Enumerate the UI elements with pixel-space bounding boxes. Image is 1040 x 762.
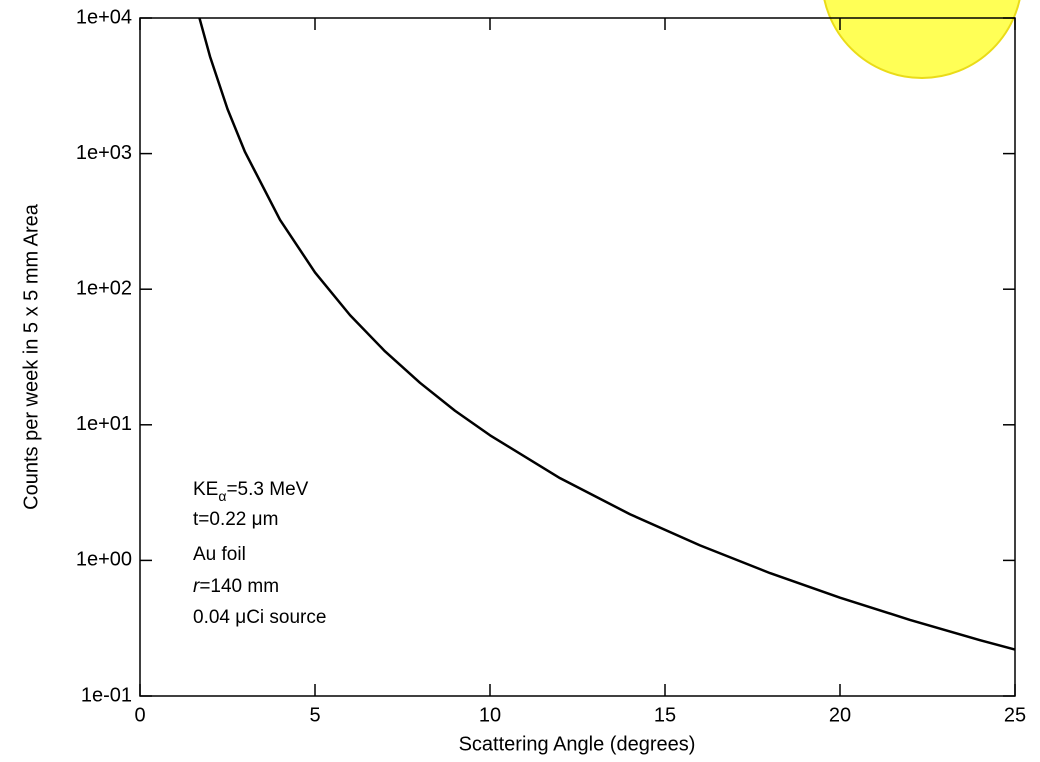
y-tick-label: 1e+04 — [76, 6, 132, 28]
x-tick-label: 20 — [829, 704, 851, 726]
annotation-part: KE — [193, 479, 218, 500]
highlight-circle — [823, 0, 1021, 79]
x-axis-label: Scattering Angle (degrees) — [459, 733, 696, 755]
annotation: KEα=5.3 MeV — [193, 479, 309, 504]
data-line — [198, 17, 1016, 651]
annotation: 0.04 μCi source — [193, 607, 326, 628]
y-tick-label: 1e+00 — [76, 549, 132, 571]
plot-frame — [139, 17, 1016, 697]
x-tick-label: 15 — [654, 704, 676, 726]
x-tick-label: 25 — [1004, 704, 1026, 726]
y-tick-label: 1e-01 — [81, 684, 132, 706]
x-tick-label: 0 — [134, 704, 145, 726]
annotation: t=0.22 μm — [193, 509, 278, 530]
annotation-part: r — [193, 576, 200, 597]
x-tick-label: 5 — [309, 704, 320, 726]
y-tick-label: 1e+01 — [76, 413, 132, 435]
annotation: Au foil — [193, 544, 246, 565]
y-axis-label: Counts per week in 5 x 5 mm Area — [20, 203, 42, 510]
y-tick-label: 1e+02 — [76, 277, 132, 299]
annotation: r=140 mm — [193, 576, 279, 597]
y-tick-label: 1e+03 — [76, 142, 132, 164]
annotation-sub: α — [218, 488, 226, 504]
x-tick-label: 10 — [479, 704, 501, 726]
annotation-part: =140 mm — [199, 576, 279, 597]
annotation-part: =5.3 MeV — [226, 479, 308, 500]
